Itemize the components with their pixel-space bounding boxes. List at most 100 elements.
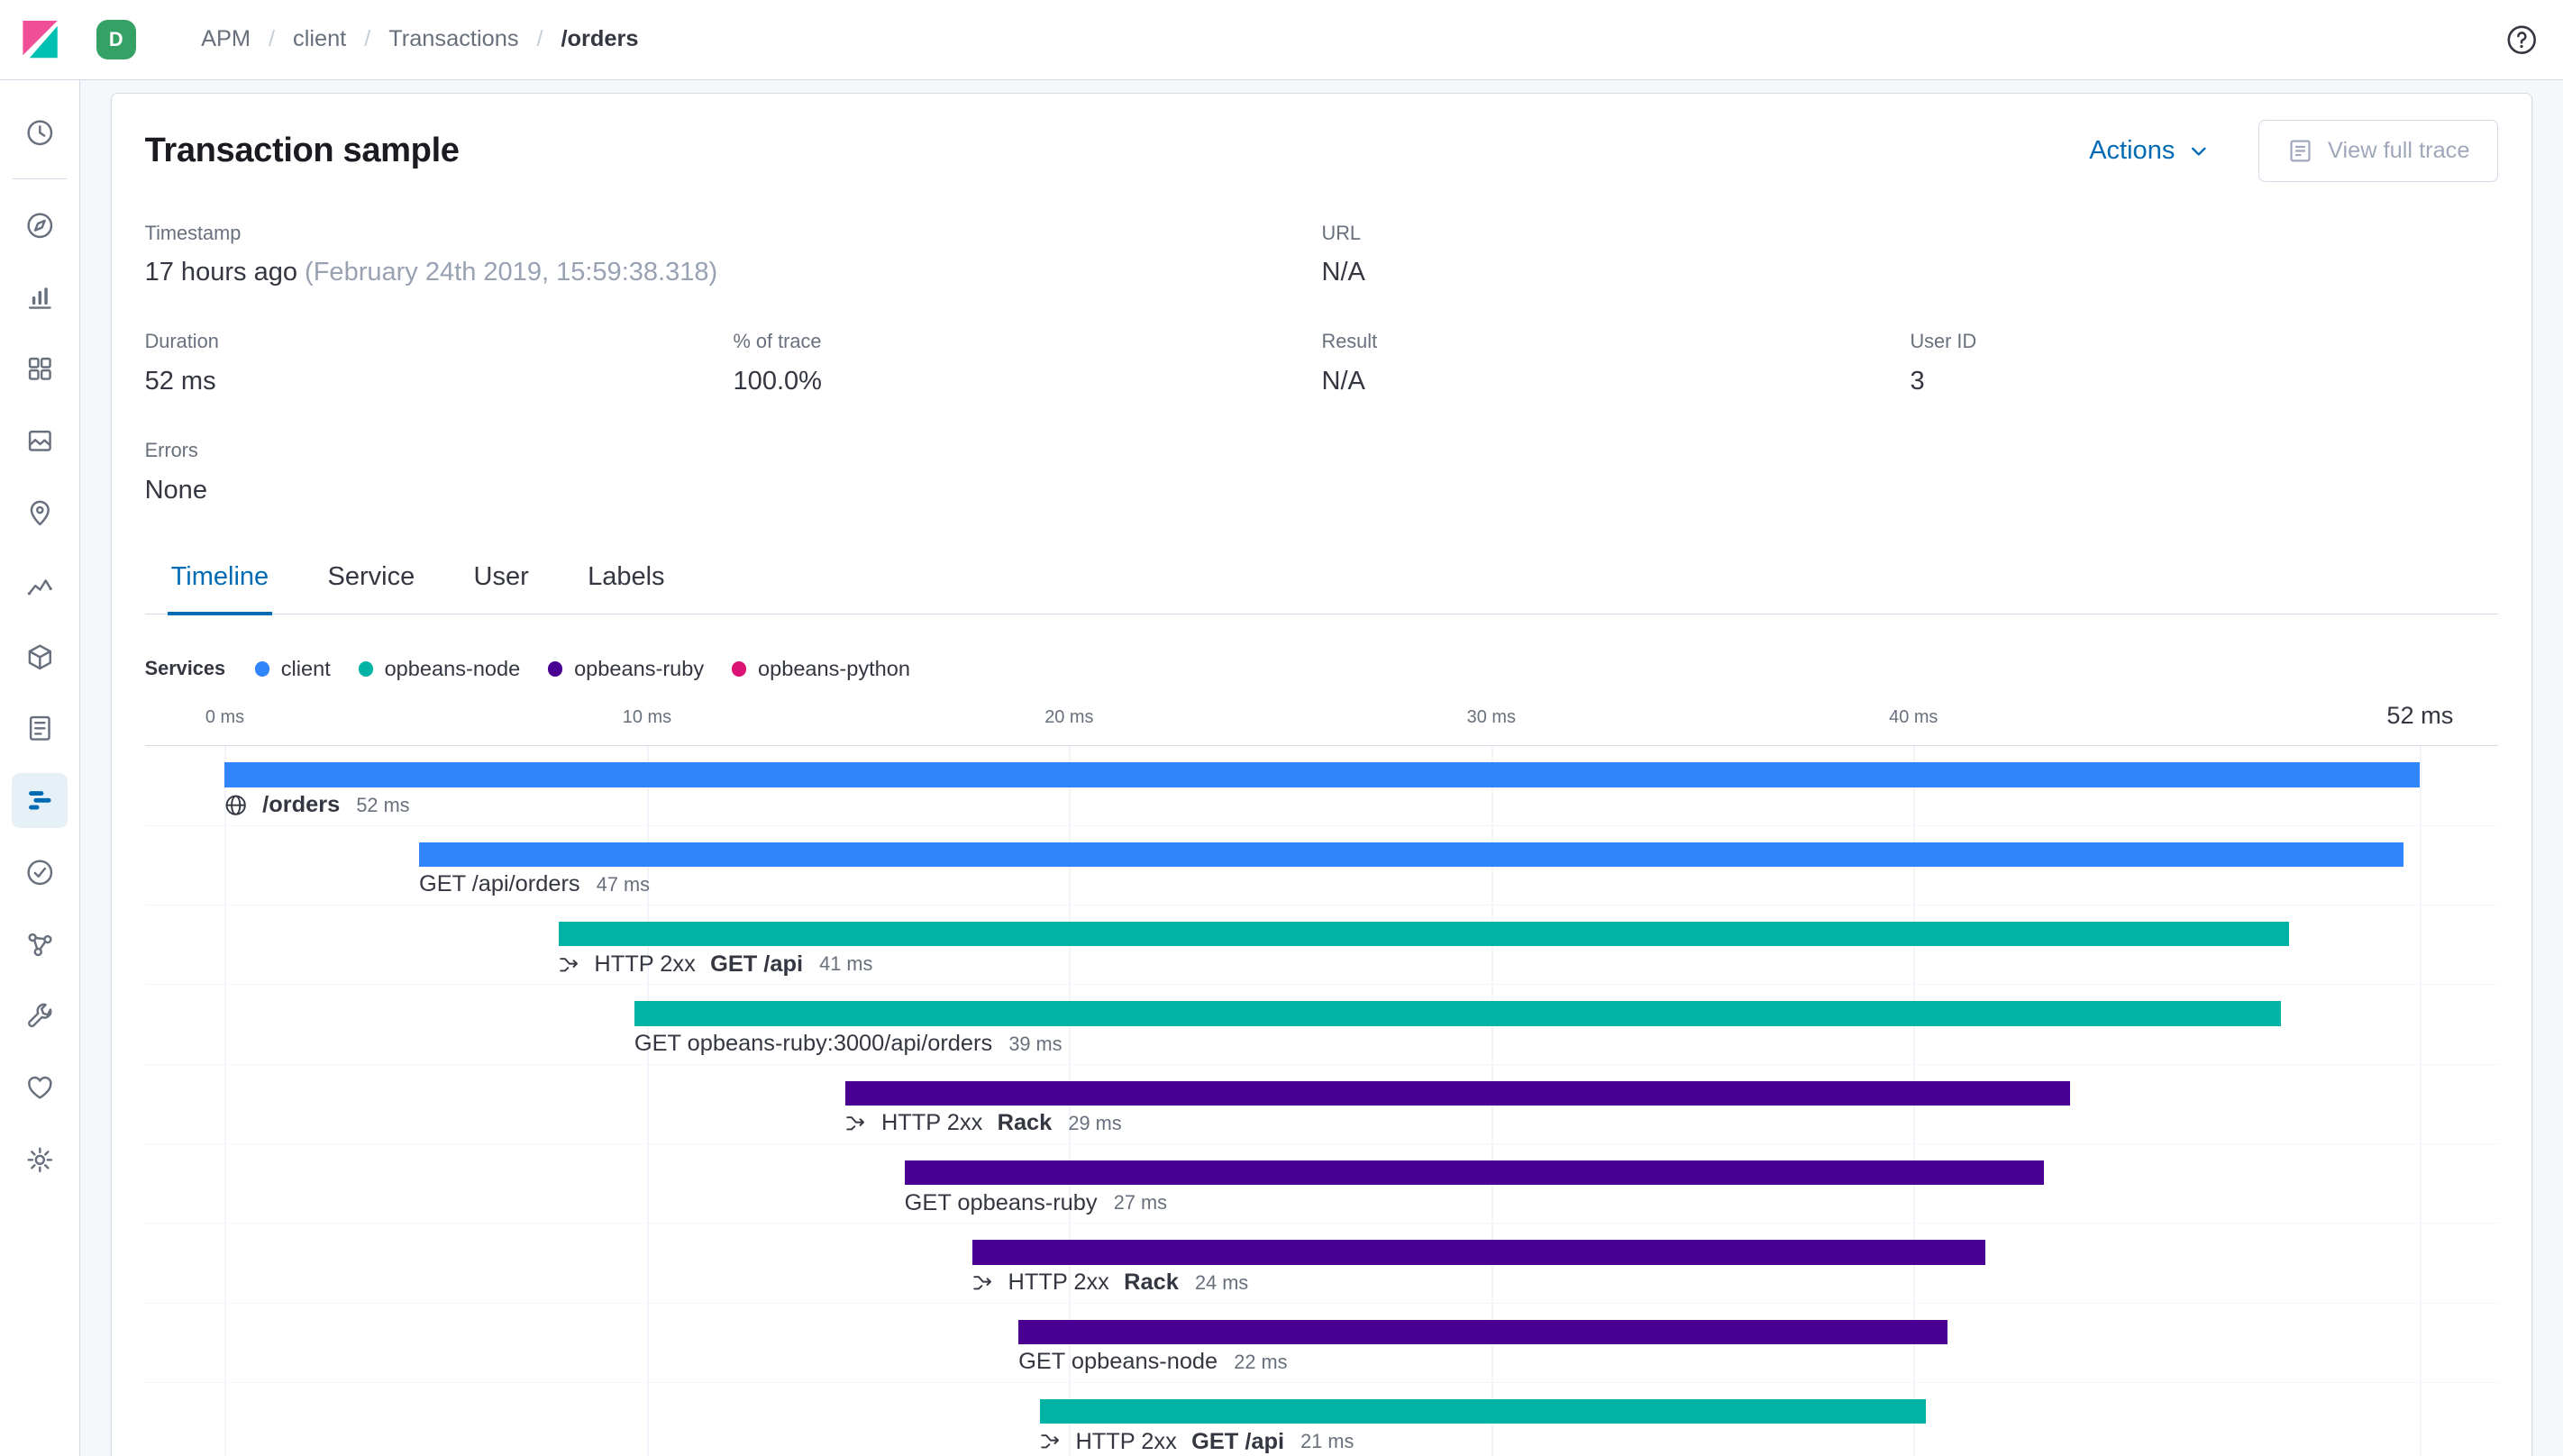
app-sidebar: [0, 79, 80, 1456]
waterfall-row[interactable]: HTTP 2xx GET /api 21 ms: [145, 1383, 2499, 1456]
space-avatar[interactable]: D: [96, 20, 136, 59]
sidebar-item-uptime[interactable]: [12, 844, 68, 900]
meta-label: Timestamp: [144, 221, 242, 244]
meta-label: Duration: [144, 330, 219, 353]
tab-service[interactable]: Service: [327, 562, 415, 592]
sidebar-item-management[interactable]: [12, 1133, 68, 1188]
legend-label: opbeans-ruby: [574, 656, 705, 680]
sidebar-item-infrastructure[interactable]: [12, 629, 68, 685]
services-legend: Services client opbeans-node opbeans-ruby o…: [145, 657, 2499, 681]
waterfall-row[interactable]: /orders 52 ms: [144, 746, 2499, 826]
trace-icon: [2290, 140, 2311, 162]
waterfall-row[interactable]: GET /api/orders 47 ms: [144, 826, 2499, 906]
discover-icon: [27, 213, 52, 239]
waterfall-row-label: GET opbeans-node 22 ms: [1018, 1349, 1287, 1375]
item-name: GET opbeans-node: [1018, 1349, 1218, 1375]
sidebar-divider: [13, 177, 67, 180]
sidebar-item-dashboard[interactable]: [12, 341, 68, 397]
meta-label: Errors: [144, 439, 198, 462]
item-duration: 24 ms: [1194, 1270, 1249, 1294]
chevron-down-icon: [2191, 147, 2206, 156]
dashboard-icon: [28, 358, 51, 381]
sidebar-item-visualize[interactable]: [12, 269, 68, 325]
view-full-trace-button[interactable]: View full trace: [2257, 120, 2499, 183]
time-axis: 0 ms 10 ms 20 ms 30 ms 40 ms 52 ms: [145, 701, 2499, 731]
kibana-logo[interactable]: [0, 0, 80, 78]
help-icon[interactable]: [2504, 22, 2540, 58]
meta-label: Result: [1321, 330, 1378, 353]
waterfall-bar: [634, 1001, 2281, 1026]
panel-header-actions: Actions View full trace: [2089, 120, 2499, 183]
waterfall-bar: [904, 1160, 2045, 1186]
machine-learning-icon: [27, 579, 52, 596]
sidebar-item-logs[interactable]: [12, 701, 68, 757]
sidebar-item-recently-viewed[interactable]: [12, 105, 68, 160]
waterfall-row[interactable]: GET opbeans-ruby 27 ms: [144, 1144, 2499, 1224]
sidebar-item-graph[interactable]: [12, 916, 68, 972]
item-name: GET /api: [1191, 1428, 1285, 1454]
breadcrumb-separator: /: [364, 26, 371, 52]
breadcrumb-item[interactable]: Transactions: [388, 26, 519, 52]
breadcrumb-item[interactable]: client: [293, 26, 347, 52]
graph-icon: [28, 933, 52, 956]
item-name: GET opbeans-ruby: [904, 1189, 1098, 1215]
breadcrumb-separator: /: [269, 26, 276, 52]
breadcrumb-item[interactable]: APM: [201, 26, 251, 52]
tab-labels[interactable]: Labels: [588, 562, 665, 592]
item-name: GET opbeans-ruby:3000/api/orders: [634, 1031, 993, 1057]
globe-icon: [224, 794, 247, 816]
meta-value: 3: [1910, 366, 1925, 396]
http-status-label: HTTP 2xx: [1008, 1269, 1109, 1296]
sidebar-item-maps[interactable]: [12, 486, 68, 541]
sidebar-item-canvas[interactable]: [12, 414, 68, 469]
tab-timeline[interactable]: Timeline: [167, 546, 272, 615]
meta-value: N/A: [1321, 258, 1365, 287]
monitoring-icon: [27, 1077, 52, 1099]
meta-url: URL N/A: [1322, 222, 2499, 288]
topbar-right: [2504, 22, 2540, 58]
waterfall-rows: /orders 52 ms GET /api/orders 47 ms HTTP 2xx…: [144, 746, 2499, 1456]
waterfall-row-label: GET /api/orders 47 ms: [419, 871, 650, 897]
item-name: GET /api: [710, 951, 804, 977]
legend-dot: [548, 661, 563, 677]
waterfall-bar: [418, 842, 2403, 868]
waterfall-bar: [971, 1240, 1985, 1265]
actions-menu-button[interactable]: Actions: [2089, 136, 2209, 166]
meta-duration: Duration 52 ms: [145, 330, 734, 396]
waterfall-row[interactable]: GET opbeans-node 22 ms: [144, 1304, 2499, 1383]
waterfall-bar: [1039, 1399, 1927, 1424]
waterfall-row-label: HTTP 2xx Rack 24 ms: [972, 1269, 1249, 1296]
merge-icon: [559, 954, 580, 976]
item-duration: 52 ms: [356, 793, 410, 816]
meta-value: N/A: [1321, 366, 1365, 396]
waterfall-row-label: GET opbeans-ruby:3000/api/orders 39 ms: [634, 1031, 1063, 1057]
axis-tick: 10 ms: [622, 706, 672, 727]
waterfall-row[interactable]: HTTP 2xx GET /api 41 ms: [144, 905, 2499, 986]
gridline: [224, 746, 227, 1456]
breadcrumb-separator: /: [536, 26, 543, 52]
sidebar-item-apm[interactable]: [12, 772, 68, 829]
sidebar-item-discover[interactable]: [12, 197, 68, 253]
waterfall-row[interactable]: HTTP 2xx Rack 29 ms: [144, 1065, 2499, 1144]
legend-label: opbeans-node: [384, 656, 521, 680]
legend-item-opbeans-python: opbeans-python: [732, 657, 910, 681]
waterfall-row[interactable]: GET opbeans-ruby:3000/api/orders 39 ms: [144, 985, 2499, 1065]
sidebar-item-monitoring[interactable]: [12, 1060, 68, 1116]
panel-header: Transaction sample Actions View full: [145, 120, 2499, 183]
sidebar-item-machine-learning[interactable]: [12, 557, 68, 613]
meta-timestamp: Timestamp 17 hours ago (February 24th 20…: [145, 222, 1322, 288]
clock-icon: [27, 120, 52, 145]
legend-dot: [254, 661, 270, 677]
top-bar: D APM / client / Transactions / /orders: [0, 0, 2563, 80]
axis-tick: 0 ms: [205, 706, 245, 727]
meta-value: 17 hours ago (February 24th 2019, 15:59:…: [144, 258, 718, 287]
http-status-label: HTTP 2xx: [594, 951, 696, 977]
tab-user[interactable]: User: [473, 562, 529, 592]
item-duration: 27 ms: [1113, 1191, 1167, 1215]
transaction-meta: Timestamp 17 hours ago (February 24th 20…: [145, 222, 2499, 505]
waterfall-bar: [224, 762, 2421, 787]
waterfall-bar: [1018, 1319, 1947, 1344]
waterfall-row[interactable]: HTTP 2xx Rack 24 ms: [144, 1224, 2499, 1304]
sidebar-item-dev-tools[interactable]: [12, 988, 68, 1044]
